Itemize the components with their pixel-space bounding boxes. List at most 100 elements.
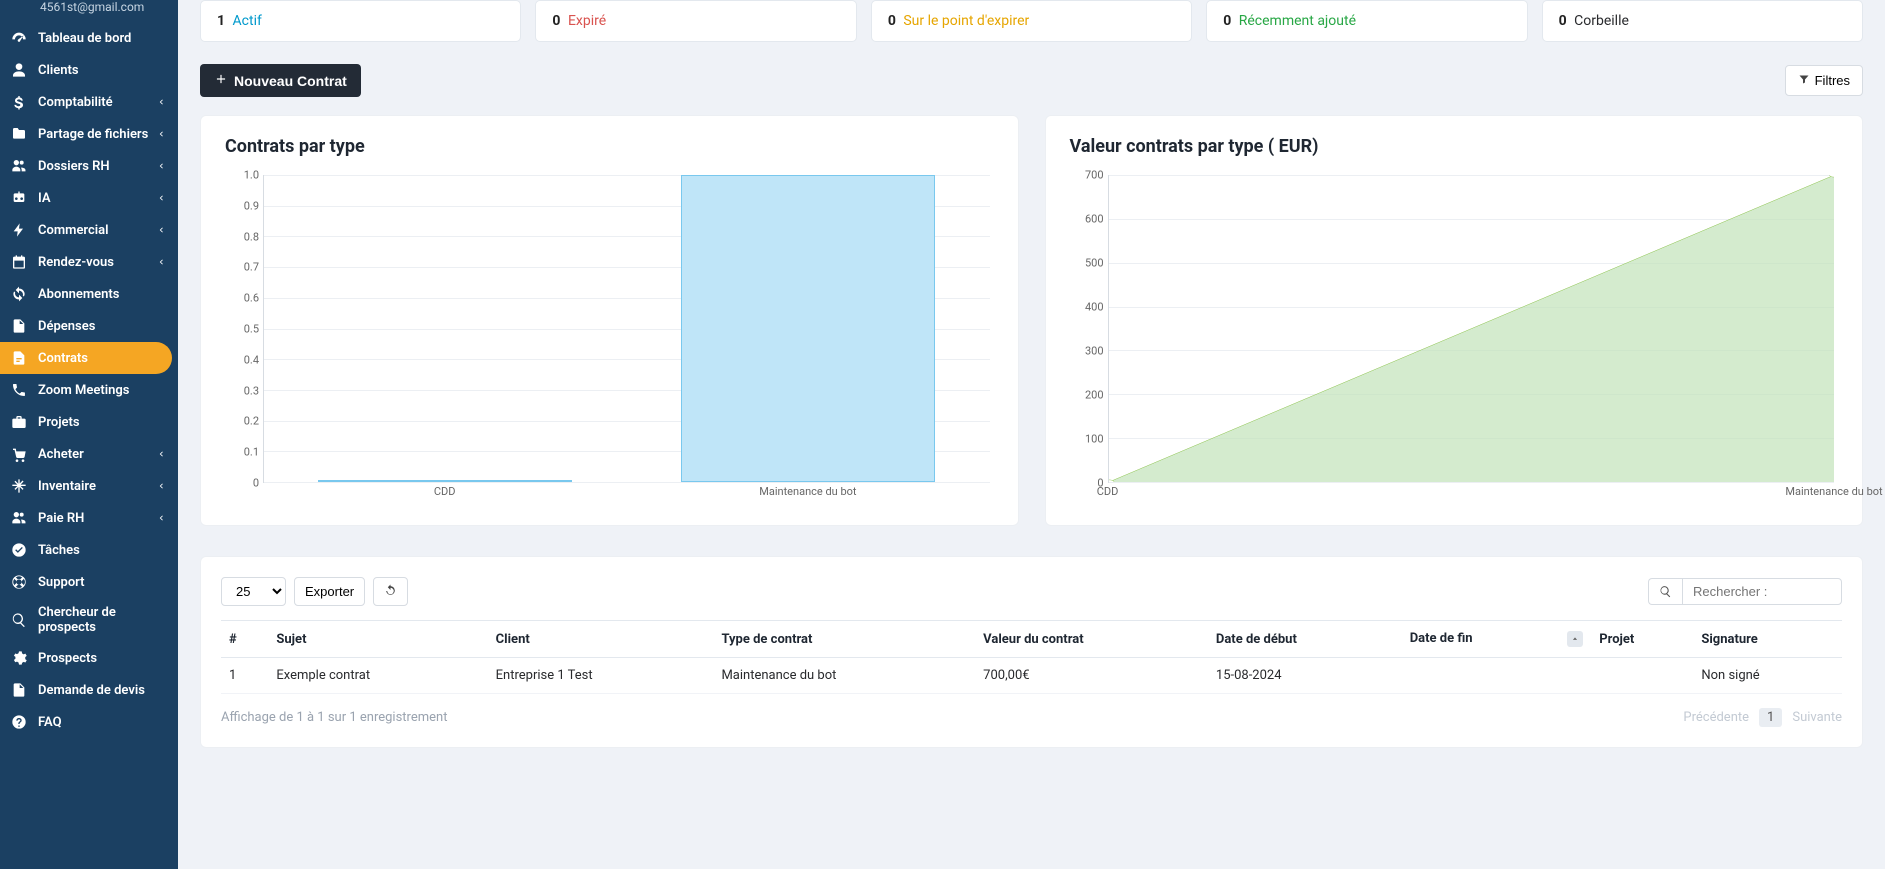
chevron-left-icon xyxy=(156,448,168,460)
stat-actif-label: Actif xyxy=(233,13,262,29)
stats-row: 1 Actif 0 Expiré 0 Sur le point d'expire… xyxy=(200,0,1863,42)
col-sujet[interactable]: Sujet xyxy=(268,621,487,658)
contracts-table: #SujetClientType de contratValeur du con… xyxy=(221,620,1842,694)
sidebar-item-label: Commercial xyxy=(38,223,156,238)
sidebar-item-rendez-vous[interactable]: Rendez-vous xyxy=(0,246,178,278)
toolbar: Nouveau Contrat Filtres xyxy=(200,64,1863,97)
page-size-select[interactable]: 25 xyxy=(221,577,286,606)
chart-row: Contrats par type 00.10.20.30.40.50.60.7… xyxy=(200,115,1863,526)
search-icon xyxy=(1648,578,1682,605)
tachometer-icon xyxy=(10,29,28,47)
stat-recent-label: Récemment ajouté xyxy=(1239,13,1356,29)
users-icon xyxy=(10,157,28,175)
stat-expire-label: Expiré xyxy=(568,13,606,29)
col-date-de-fin[interactable]: Date de fin xyxy=(1402,621,1592,658)
filters-button[interactable]: Filtres xyxy=(1785,65,1863,96)
bar-cdd xyxy=(318,480,572,482)
col-client[interactable]: Client xyxy=(488,621,714,658)
lifebuoy-icon xyxy=(10,573,28,591)
col-date-de-d-but[interactable]: Date de début xyxy=(1208,621,1402,658)
new-contract-button[interactable]: Nouveau Contrat xyxy=(200,64,361,97)
sidebar-item-label: Tâches xyxy=(38,543,168,558)
stat-trash[interactable]: 0 Corbeille xyxy=(1542,0,1863,42)
user-icon xyxy=(10,61,28,79)
chart-area-card: Valeur contrats par type ( EUR) 01002003… xyxy=(1045,115,1864,526)
sidebar-item-label: FAQ xyxy=(38,715,168,730)
chart-area-title: Valeur contrats par type ( EUR) xyxy=(1070,136,1839,157)
table-panel: 25 Exporter #SujetClientType de contratV… xyxy=(200,556,1863,748)
chevron-left-icon xyxy=(156,480,168,492)
chevron-left-icon xyxy=(156,128,168,140)
snowflake-icon xyxy=(10,477,28,495)
cell-fin xyxy=(1402,658,1592,694)
calendar-icon xyxy=(10,253,28,271)
sidebar-item-label: Tableau de bord xyxy=(38,31,168,46)
cell-debut: 15-08-2024 xyxy=(1208,658,1402,694)
pager-next[interactable]: Suivante xyxy=(1792,710,1842,725)
search-input[interactable] xyxy=(1682,578,1842,605)
sidebar-item-prospects[interactable]: Prospects xyxy=(0,642,178,674)
sidebar-item-dépenses[interactable]: Dépenses xyxy=(0,310,178,342)
document-icon xyxy=(10,317,28,335)
sidebar-item-ia[interactable]: IA xyxy=(0,182,178,214)
sidebar-item-support[interactable]: Support xyxy=(0,566,178,598)
stat-soon[interactable]: 0 Sur le point d'expirer xyxy=(871,0,1192,42)
col-type-de-contrat[interactable]: Type de contrat xyxy=(713,621,975,658)
col-signature[interactable]: Signature xyxy=(1693,621,1842,658)
sidebar-item-label: Zoom Meetings xyxy=(38,383,168,398)
contract-icon xyxy=(10,349,28,367)
cell-projet xyxy=(1591,658,1693,694)
sidebar-item-tâches[interactable]: Tâches xyxy=(0,534,178,566)
sidebar-item-commercial[interactable]: Commercial xyxy=(0,214,178,246)
chart-area-plot: 0100200300400500600700CDDMaintenance du … xyxy=(1070,175,1839,505)
stat-actif[interactable]: 1 Actif xyxy=(200,0,521,42)
cell-valeur: 700,00€ xyxy=(975,658,1208,694)
stat-recent[interactable]: 0 Récemment ajouté xyxy=(1206,0,1527,42)
sidebar-item-zoom-meetings[interactable]: Zoom Meetings xyxy=(0,374,178,406)
cell-type: Maintenance du bot xyxy=(713,658,975,694)
sidebar-item-tableau-de-bord[interactable]: Tableau de bord xyxy=(0,22,178,54)
question-icon xyxy=(10,713,28,731)
stat-expire-count: 0 xyxy=(552,13,560,29)
sidebar-item-paie-rh[interactable]: Paie RH xyxy=(0,502,178,534)
sidebar-item-acheter[interactable]: Acheter xyxy=(0,438,178,470)
col--[interactable]: # xyxy=(221,621,268,658)
col-projet[interactable]: Projet xyxy=(1591,621,1693,658)
sidebar-item-abonnements[interactable]: Abonnements xyxy=(0,278,178,310)
sidebar-item-demande-de-devis[interactable]: Demande de devis xyxy=(0,674,178,706)
table-footer: Affichage de 1 à 1 sur 1 enregistrement … xyxy=(221,708,1842,727)
sidebar-item-label: Rendez-vous xyxy=(38,255,156,270)
sidebar-item-contrats[interactable]: Contrats xyxy=(0,342,172,374)
cart-icon xyxy=(10,445,28,463)
pager-prev[interactable]: Précédente xyxy=(1683,710,1749,725)
table-head-row: #SujetClientType de contratValeur du con… xyxy=(221,621,1842,658)
sidebar-item-dossiers-rh[interactable]: Dossiers RH xyxy=(0,150,178,182)
sidebar-item-partage-de-fichiers[interactable]: Partage de fichiers xyxy=(0,118,178,150)
stat-recent-count: 0 xyxy=(1223,13,1231,29)
pager-page[interactable]: 1 xyxy=(1759,708,1782,727)
stat-expire[interactable]: 0 Expiré xyxy=(535,0,856,42)
stat-actif-count: 1 xyxy=(217,13,225,29)
sidebar-item-label: IA xyxy=(38,191,156,206)
sidebar-item-inventaire[interactable]: Inventaire xyxy=(0,470,178,502)
refresh-button[interactable] xyxy=(373,577,408,606)
bar-maintenance-du-bot xyxy=(681,175,935,482)
sidebar-item-label: Demande de devis xyxy=(38,683,168,698)
sidebar-item-clients[interactable]: Clients xyxy=(0,54,178,86)
chevron-left-icon xyxy=(156,96,168,108)
col-valeur-du-contrat[interactable]: Valeur du contrat xyxy=(975,621,1208,658)
stat-trash-label: Corbeille xyxy=(1574,13,1629,29)
sidebar-item-projets[interactable]: Projets xyxy=(0,406,178,438)
cell-client: Entreprise 1 Test xyxy=(488,658,714,694)
sidebar-item-label: Paie RH xyxy=(38,511,156,526)
export-button[interactable]: Exporter xyxy=(294,577,365,606)
sidebar-item-chercheur-de-prospects[interactable]: Chercheur de prospects xyxy=(0,598,178,642)
sidebar-item-label: Abonnements xyxy=(38,287,168,302)
filter-icon xyxy=(1798,73,1810,88)
chevron-left-icon xyxy=(156,192,168,204)
table-row[interactable]: 1Exemple contratEntreprise 1 TestMainten… xyxy=(221,658,1842,694)
search-icon xyxy=(10,611,28,629)
sidebar-item-comptabilité[interactable]: Comptabilité xyxy=(0,86,178,118)
robot-icon xyxy=(10,189,28,207)
sidebar-item-faq[interactable]: FAQ xyxy=(0,706,178,738)
